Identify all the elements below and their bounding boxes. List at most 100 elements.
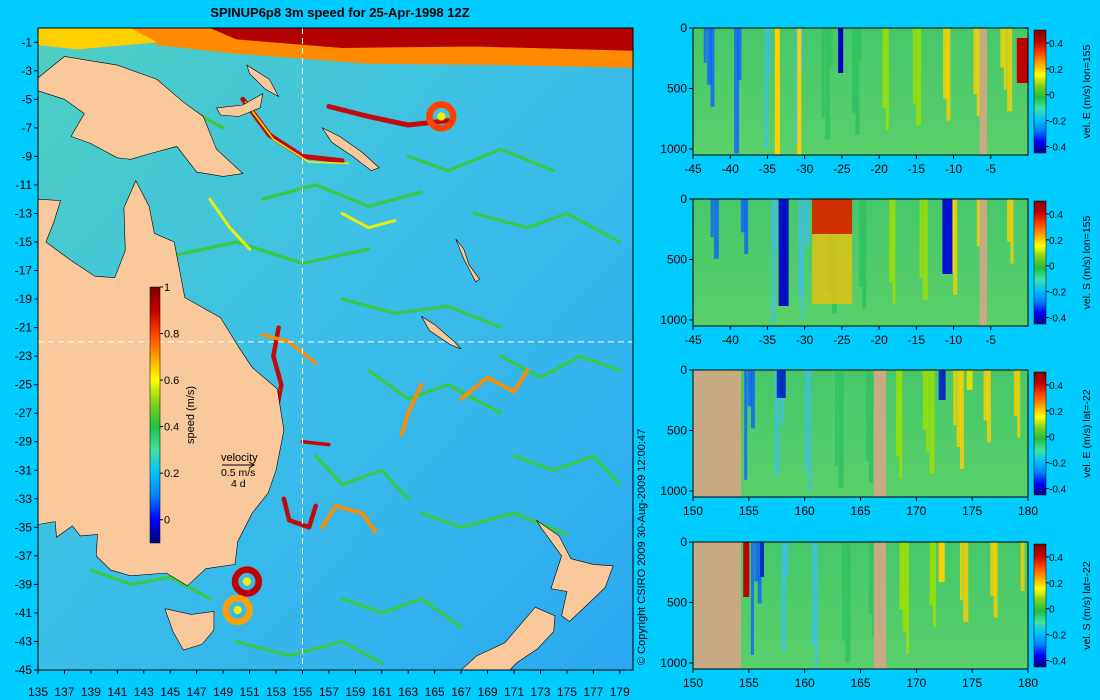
y-tick-label: 1000 <box>660 656 687 670</box>
section-colorbar-label: vel. S (m/s) lat=-22 <box>1081 561 1093 650</box>
section-streak <box>740 199 746 233</box>
map-axes: 135 137 139 141 143 145 147 149 151 153 155 157 159 1… <box>15 35 630 699</box>
section-streak <box>757 542 762 604</box>
x-tick-label: -40 <box>722 162 740 176</box>
x-tick-label: 169 <box>478 685 498 699</box>
y-tick-label: -13 <box>15 206 33 220</box>
y-tick-label: -21 <box>15 321 33 335</box>
x-tick-label: -35 <box>759 333 777 347</box>
land-new-britain <box>216 93 264 117</box>
current-swirl <box>89 568 212 601</box>
y-tick-label: -3 <box>21 64 32 78</box>
section-colorbar <box>1033 543 1047 668</box>
equatorial-current-west <box>38 28 157 50</box>
section-streak <box>754 542 760 582</box>
current-streak <box>340 212 397 230</box>
section-feature <box>743 542 750 597</box>
land-australia <box>38 180 285 587</box>
section-streak <box>906 542 910 654</box>
colorbar-tick-label: 0.2 <box>164 468 179 480</box>
section-streak <box>852 28 858 113</box>
x-tick-label: -15 <box>908 333 926 347</box>
x-tick-label: 171 <box>504 685 524 699</box>
colorbar-tick-label: -0.2 <box>1049 459 1067 470</box>
section-feature <box>774 28 780 155</box>
section-streak <box>990 542 996 596</box>
section-streak <box>764 28 769 149</box>
land-new-zealand-north <box>536 519 614 622</box>
y-tick-label: -11 <box>16 178 33 192</box>
x-tick-label: -25 <box>833 162 851 176</box>
current-swirl <box>406 147 556 173</box>
y-tick-label: 0 <box>680 21 687 35</box>
colorbar-tick-label: -0.2 <box>1049 631 1067 642</box>
section-streak <box>744 370 748 480</box>
section-streak <box>811 542 816 646</box>
land-solomon-islands <box>321 127 380 172</box>
section-streak <box>993 542 998 618</box>
section-streak <box>986 370 991 443</box>
x-tick-label: 160 <box>795 676 815 690</box>
x-tick-label: -15 <box>908 162 926 176</box>
x-tick-label: 175 <box>962 504 982 518</box>
section-streak <box>804 199 810 245</box>
section-streak <box>821 28 825 118</box>
section-streak <box>926 370 930 452</box>
section-streak <box>703 28 707 63</box>
section-streak <box>973 28 978 95</box>
section-streak <box>899 542 905 610</box>
section-streak <box>855 28 860 135</box>
x-tick-label: 180 <box>1018 676 1038 690</box>
section-streak <box>912 28 916 104</box>
eddy-core <box>233 605 242 615</box>
x-tick-label: 160 <box>795 504 815 518</box>
section-streak <box>902 542 907 632</box>
y-tick-label: -37 <box>15 549 33 563</box>
current-swirl <box>340 297 503 330</box>
x-tick-label: -45 <box>684 333 702 347</box>
section-colorbar-label: vel. E (m/s) lon=155 <box>1081 45 1093 139</box>
section-land <box>693 370 742 497</box>
colorbar-tick-label: 0.6 <box>164 375 179 387</box>
section-streak <box>929 542 934 605</box>
y-tick-label: -29 <box>15 435 33 449</box>
x-tick-label: 143 <box>134 685 154 699</box>
x-tick-label: 177 <box>583 685 603 699</box>
colorbar-tick-label: 0.8 <box>164 329 179 341</box>
section-streak <box>825 28 831 140</box>
y-tick-label: -27 <box>15 406 33 420</box>
figure-title: SPINUP6p8 3m speed for 25-Apr-1998 12Z <box>210 5 469 20</box>
land-new-ireland <box>246 64 280 98</box>
section-streak <box>953 199 958 295</box>
colorbar-tick-label: 0 <box>1049 91 1055 102</box>
colorbar-tick-label: 0.4 <box>1049 39 1063 50</box>
x-tick-label: -5 <box>985 162 996 176</box>
section-streak <box>953 370 957 426</box>
colorbar-tick-label: 0.2 <box>1049 407 1063 418</box>
colorbar-tick-label: 0 <box>1049 433 1055 444</box>
section-streak <box>750 370 755 429</box>
current-streak <box>459 368 530 401</box>
eddy-core <box>242 577 252 586</box>
section-streak <box>804 370 809 471</box>
speed-colorbar: 0 0.2 0.4 0.6 0.8 1 speed (m/s) <box>149 282 197 544</box>
x-tick-label: 145 <box>160 685 180 699</box>
colorbar-tick-label: 0 <box>1049 605 1055 616</box>
section-streak <box>922 370 927 430</box>
x-tick-label: -35 <box>759 162 777 176</box>
y-tick-label: 1000 <box>660 484 687 498</box>
colorbar-tick-label: -0.4 <box>1049 485 1067 496</box>
x-tick-label: 139 <box>81 685 101 699</box>
colorbar-tick-label: 0.4 <box>1049 381 1063 392</box>
eddy-ring <box>222 594 253 626</box>
section-feature <box>938 370 946 400</box>
x-tick-label: -30 <box>796 333 814 347</box>
current-swirl <box>261 183 423 208</box>
y-tick-label: 1000 <box>660 142 687 156</box>
y-tick-label: -7 <box>21 121 32 135</box>
section-streak <box>774 370 780 476</box>
section-colorbar-label: vel. E (m/s) lat=-22 <box>1081 389 1093 478</box>
x-tick-label: 151 <box>240 685 260 699</box>
section-land <box>873 542 887 669</box>
section-streak <box>959 542 963 601</box>
